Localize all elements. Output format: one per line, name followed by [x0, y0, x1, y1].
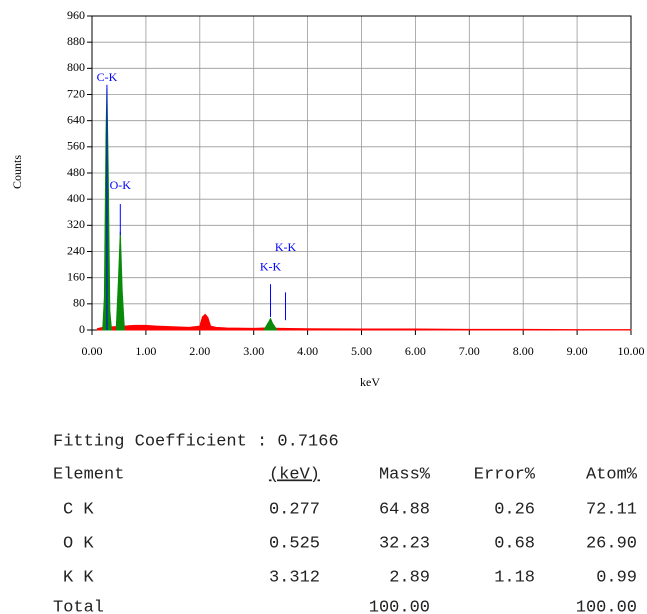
y-tick-label: 0: [79, 322, 85, 336]
peak-label: C-K: [97, 70, 118, 84]
y-tick-label: 720: [67, 86, 85, 100]
y-tick-label: 960: [67, 8, 85, 22]
y-tick-label: 880: [67, 34, 85, 48]
x-tick-label: 6.00: [405, 344, 426, 358]
x-tick-label: 3.00: [243, 344, 264, 358]
table-cell: 64.88: [379, 500, 430, 519]
peak-label: O-K: [110, 178, 132, 192]
table-cell: 32.23: [379, 534, 430, 553]
table-cell: 0.277: [269, 500, 320, 519]
spectrum-area: [115, 231, 125, 331]
fitting-coefficient: Fitting Coefficient : 0.7166: [53, 432, 339, 451]
x-tick-label: 9.00: [567, 344, 588, 358]
x-tick-label: 1.00: [135, 344, 156, 358]
header-cell: Error%: [474, 465, 536, 484]
x-axis-label: keV: [360, 375, 380, 389]
peak-label: K-K: [260, 260, 282, 274]
table-cell: 0.99: [596, 568, 637, 587]
x-tick-label: 4.00: [297, 344, 318, 358]
x-tick-label: 0.00: [82, 344, 103, 358]
y-tick-label: 240: [67, 243, 85, 257]
y-axis-label: Counts: [10, 155, 24, 189]
y-tick-label: 800: [67, 60, 85, 74]
total-mass: 100.00: [369, 598, 430, 614]
y-tick-label: 400: [67, 191, 85, 205]
x-tick-label: 7.00: [459, 344, 480, 358]
table-cell: 2.89: [389, 568, 430, 587]
spectrum-area: [263, 317, 277, 331]
y-tick-label: 160: [67, 269, 85, 283]
table-cell: 0.525: [269, 534, 320, 553]
y-tick-label: 320: [67, 217, 85, 231]
y-tick-label: 80: [73, 296, 85, 310]
total-label: Total: [53, 598, 104, 614]
peak-label: K-K: [275, 240, 297, 254]
header-cell: (keV): [269, 465, 320, 484]
table: Fitting Coefficient : 0.7166 Element (keV…: [53, 432, 638, 614]
table-cell: 72.11: [586, 500, 637, 519]
total-atom: 100.00: [576, 598, 637, 614]
table-cell: 0.68: [494, 534, 535, 553]
table-cell: 26.90: [586, 534, 637, 553]
x-tick-label: 5.00: [351, 344, 372, 358]
spectrum-area: [96, 313, 632, 331]
y-tick-label: 640: [67, 112, 85, 126]
x-tick-label: 8.00: [513, 344, 534, 358]
header-cell: Mass%: [379, 465, 431, 484]
table-cell: C K: [63, 500, 94, 519]
table-cell: 0.26: [494, 500, 535, 519]
chart: Counts keV 0 80 160 240 320 400 480 560 640 720 80…: [10, 8, 645, 389]
x-tick-label: 10.00: [618, 344, 645, 358]
table-cell: K K: [63, 568, 94, 587]
table-cell: 1.18: [494, 568, 535, 587]
header-cell: Atom%: [586, 465, 638, 484]
x-tick-label: 2.00: [189, 344, 210, 358]
y-tick-label: 480: [67, 165, 85, 179]
table-cell: 3.312: [269, 568, 320, 587]
header-cell: Element: [53, 465, 124, 484]
table-cell: O K: [63, 534, 94, 553]
y-tick-label: 560: [67, 139, 85, 153]
